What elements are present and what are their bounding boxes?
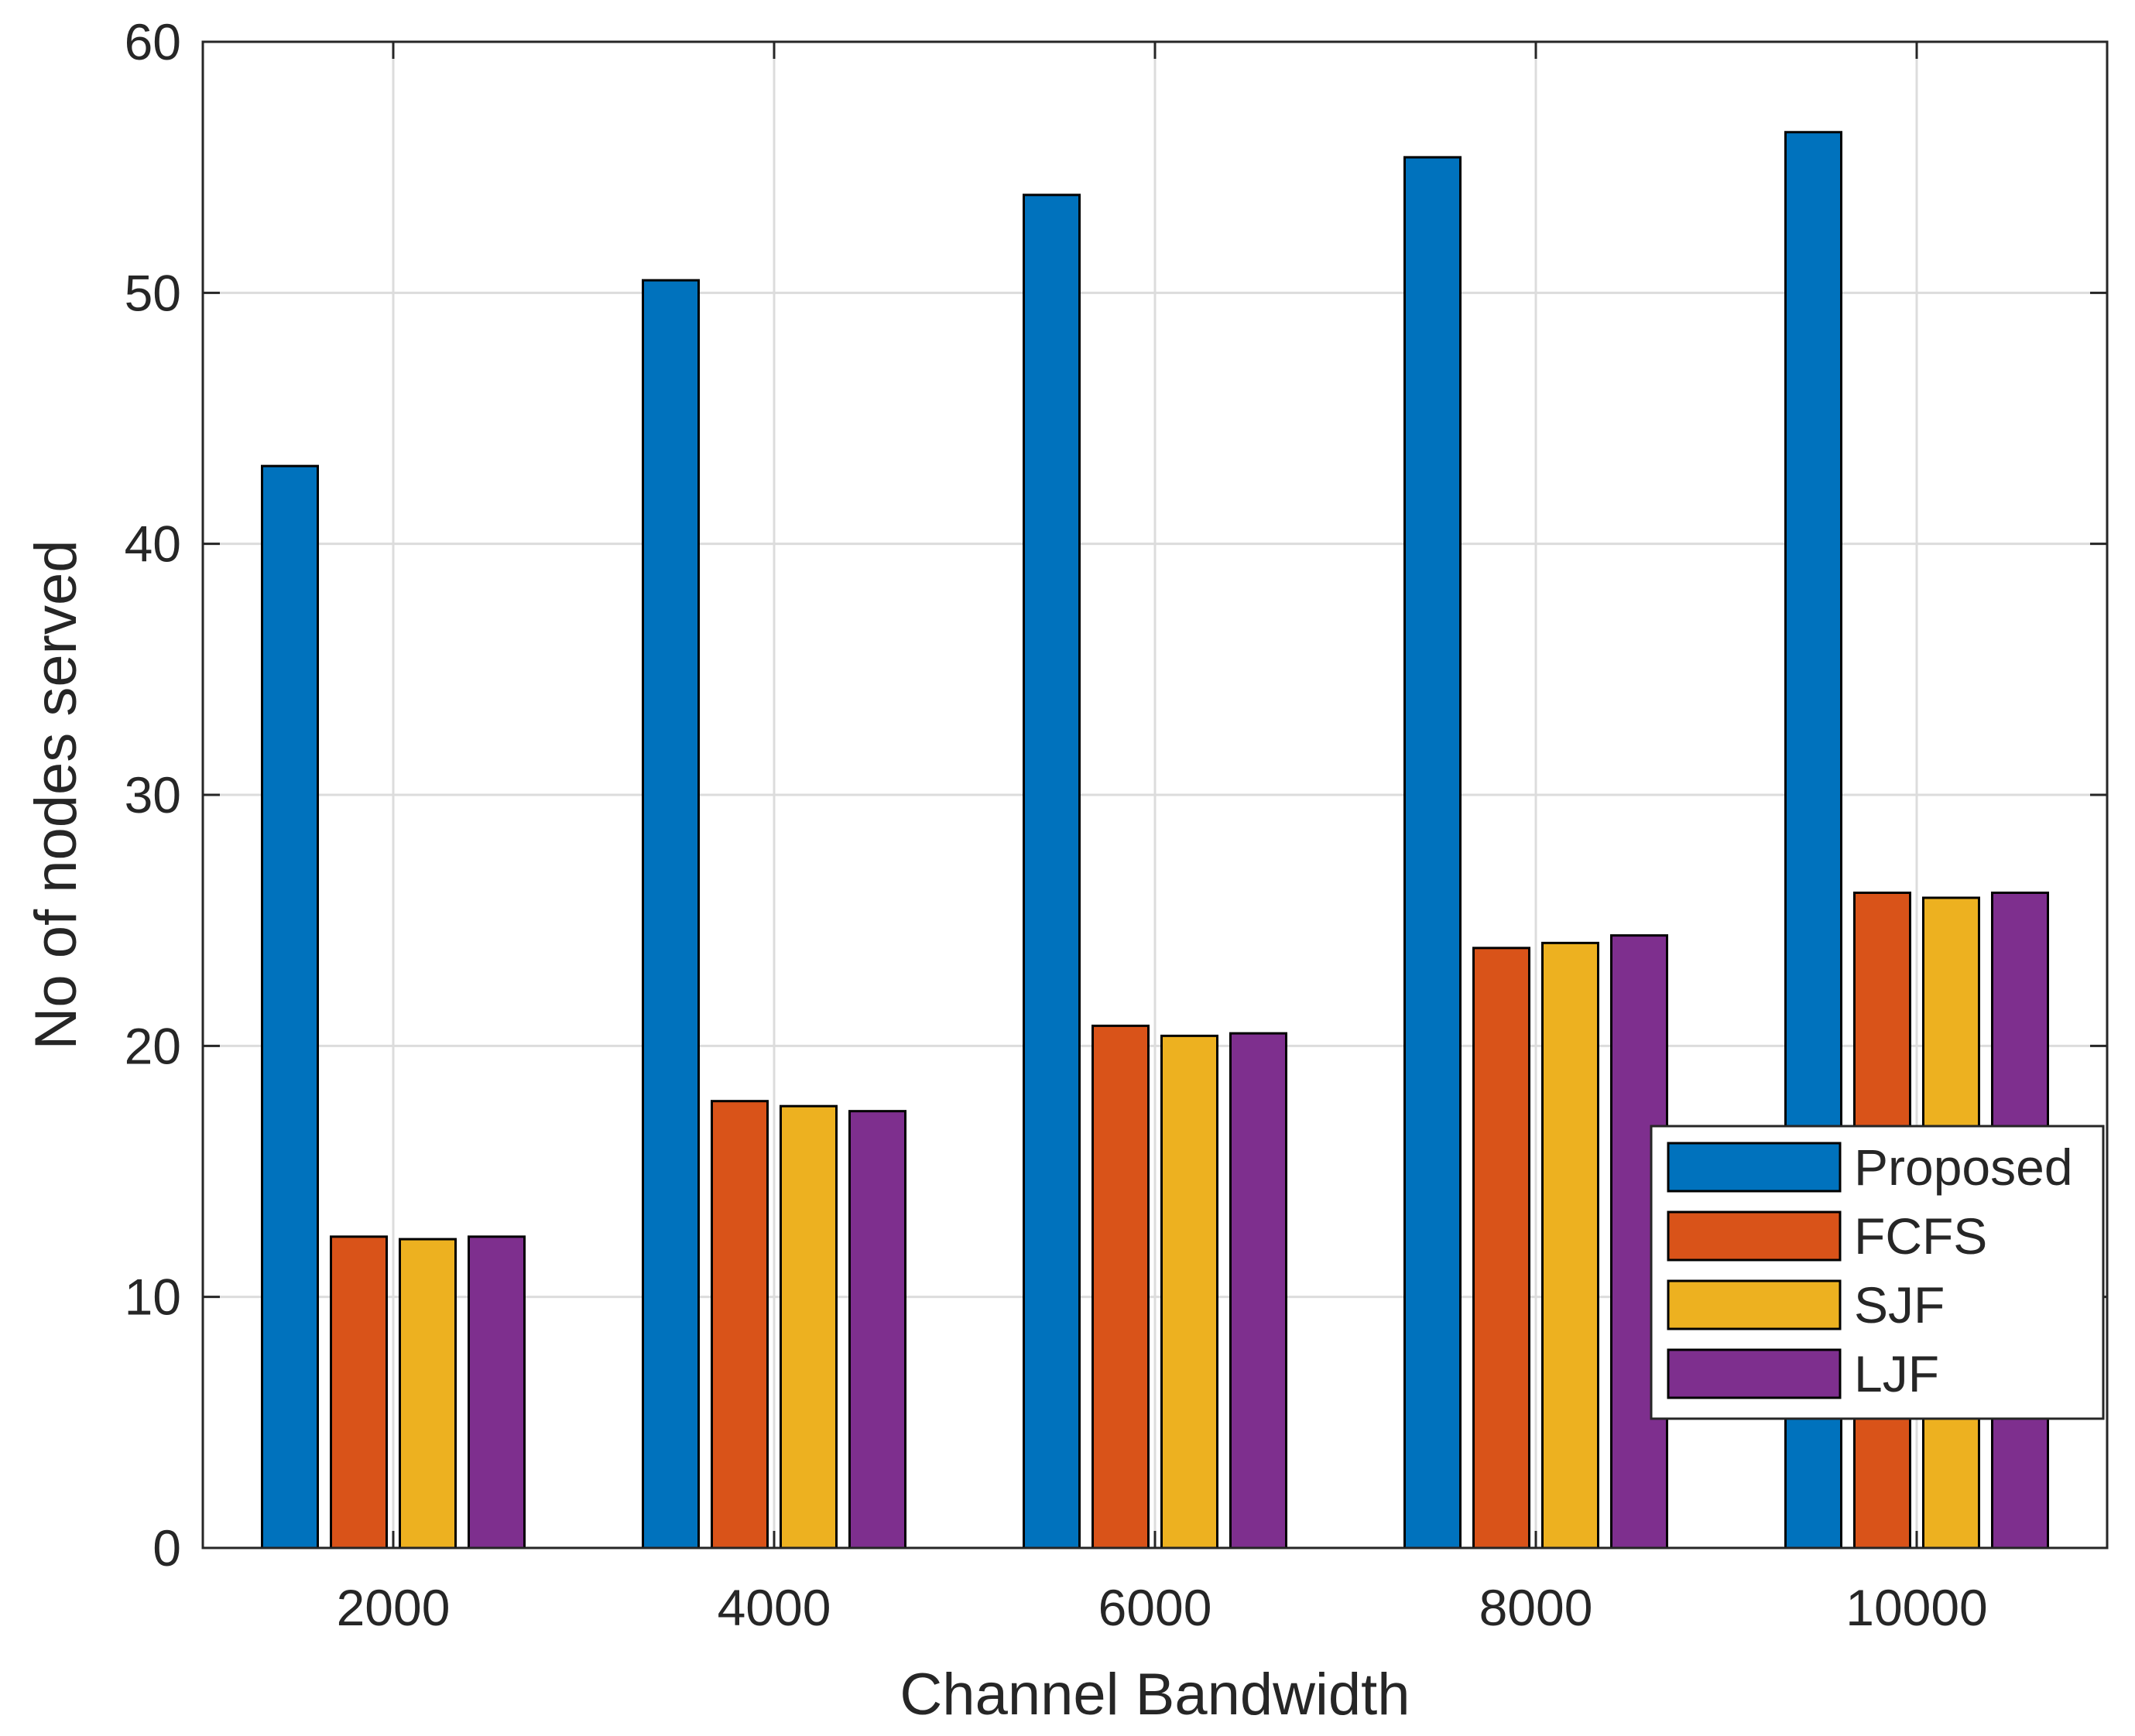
x-tick-label: 8000 xyxy=(1479,1579,1593,1636)
bars xyxy=(261,131,2049,1549)
y-tick-labels: 0 10 20 30 40 50 60 xyxy=(125,13,181,1577)
legend-swatch-proposed xyxy=(1667,1142,1842,1193)
x-tick-label: 2000 xyxy=(337,1579,451,1636)
legend-label-proposed: Proposed xyxy=(1854,1139,2073,1196)
bar-proposed-2000 xyxy=(261,464,319,1549)
y-tick-label: 50 xyxy=(125,264,181,321)
y-tick-label: 30 xyxy=(125,766,181,823)
x-tick-label: 6000 xyxy=(1098,1579,1212,1636)
y-tick-label: 20 xyxy=(125,1017,181,1074)
bar-fcfs-6000 xyxy=(1091,1024,1150,1549)
bar-sjf-2000 xyxy=(399,1238,457,1549)
legend-label-fcfs: FCFS xyxy=(1854,1207,1987,1265)
legend-swatch-ljf xyxy=(1667,1348,1842,1399)
x-tick-label: 4000 xyxy=(718,1579,831,1636)
legend-swatch-fcfs xyxy=(1667,1210,1842,1262)
bar-fcfs-2000 xyxy=(330,1235,388,1549)
x-tick-label: 10000 xyxy=(1845,1579,1988,1636)
bar-ljf-6000 xyxy=(1229,1032,1287,1549)
bar-ljf-4000 xyxy=(848,1110,906,1549)
y-tick-label: 60 xyxy=(125,13,181,70)
bar-proposed-4000 xyxy=(642,279,700,1549)
bar-proposed-6000 xyxy=(1023,193,1081,1549)
legend-label-sjf: SJF xyxy=(1854,1276,1945,1334)
bar-ljf-2000 xyxy=(468,1235,526,1549)
legend-label-ljf: LJF xyxy=(1854,1345,1939,1402)
bar-fcfs-4000 xyxy=(711,1100,769,1549)
y-tick-label: 40 xyxy=(125,515,181,573)
x-axis-label: Channel Bandwidth xyxy=(900,1662,1410,1727)
bar-sjf-6000 xyxy=(1160,1034,1218,1549)
legend-swatch-sjf xyxy=(1667,1279,1842,1330)
legend: Proposed FCFS SJF LJF xyxy=(1650,1125,2105,1420)
y-tick-label: 10 xyxy=(125,1269,181,1326)
bar-sjf-8000 xyxy=(1541,941,1599,1549)
x-tick-labels: 2000 4000 6000 8000 10000 xyxy=(337,1579,1988,1636)
y-tick-label: 0 xyxy=(152,1519,181,1577)
y-axis-label: No of nodes served xyxy=(23,539,89,1049)
bar-sjf-4000 xyxy=(780,1104,838,1549)
bar-fcfs-8000 xyxy=(1472,947,1530,1549)
bar-proposed-8000 xyxy=(1403,156,1462,1549)
